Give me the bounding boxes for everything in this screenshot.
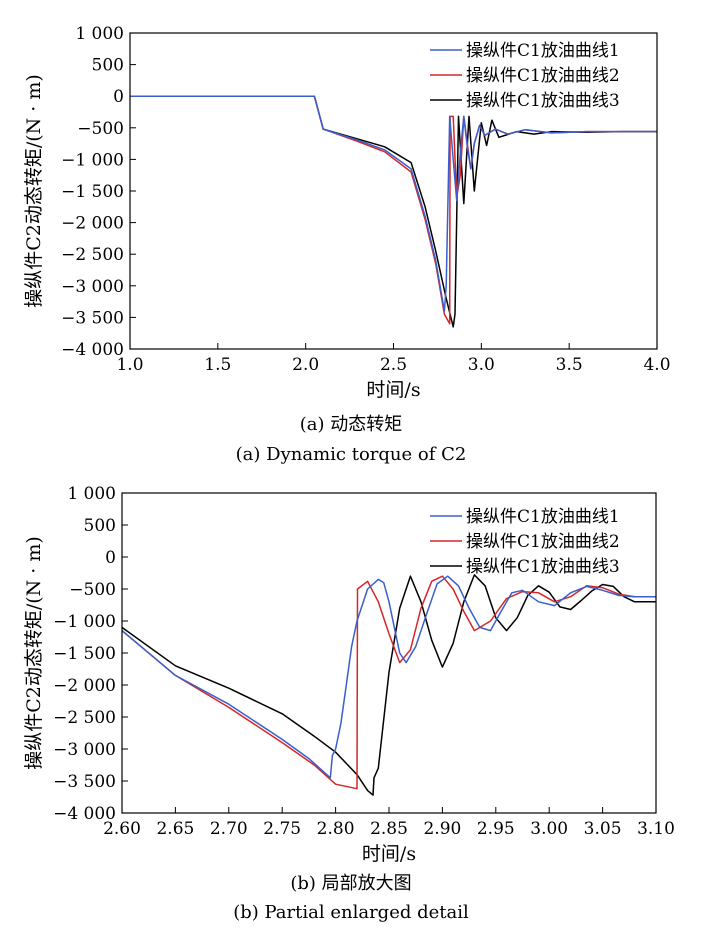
panel-a-y-axis-label: 操纵件C2动态转矩/(N · m) bbox=[23, 74, 45, 308]
panel-b-ytick-label: 1 000 bbox=[67, 484, 116, 504]
panel-a-ytick-label: −2 500 bbox=[61, 245, 124, 265]
panel-a-xtick-label: 4.0 bbox=[643, 355, 670, 375]
panel-b-ytick-label: −500 bbox=[69, 580, 116, 600]
panel-b-ytick-label: 500 bbox=[84, 516, 116, 536]
panel-a-xtick-label: 2.5 bbox=[380, 355, 407, 375]
panel-a-legend-label-3: 操纵件C1放油曲线3 bbox=[466, 91, 620, 111]
panel-a-ytick-label: −2 000 bbox=[61, 214, 124, 234]
panel-b-xtick-label: 2.60 bbox=[103, 819, 141, 839]
panel-b-yticks: 1 000 500 0 −500 −1 000 −1 500 −2 000 −2 500 −3 … bbox=[53, 484, 128, 824]
panel-b-ytick-label: −2 000 bbox=[53, 676, 116, 696]
panel-a-ytick-label: 500 bbox=[92, 56, 124, 76]
panel-a-yticks: 1 000 500 0 −500 −1 000 −1 500 −2 000 −2 500 −3 … bbox=[61, 24, 136, 360]
panel-a-ytick-label: −1 000 bbox=[61, 150, 124, 170]
panel-a-xticks: 1.0 1.5 2.0 2.5 3.0 3.5 4.0 bbox=[116, 343, 671, 375]
panel-b-legend-label-2: 操纵件C1放油曲线2 bbox=[466, 532, 620, 552]
panel-b-ytick-label: −3 500 bbox=[53, 772, 116, 792]
panel-b-ytick-label: −2 500 bbox=[53, 708, 116, 728]
panel-a-xtick-label: 1.0 bbox=[116, 355, 143, 375]
panel-b-xtick-label: 2.70 bbox=[210, 819, 248, 839]
panel-a-xtick-label: 3.5 bbox=[556, 355, 583, 375]
panel-b-xtick-label: 2.95 bbox=[477, 819, 515, 839]
panel-b-series-line-3 bbox=[122, 574, 656, 796]
panel-b-xtick-label: 3.10 bbox=[637, 819, 675, 839]
panel-a-caption-en: (a) Dynamic torque of C2 bbox=[236, 444, 467, 465]
panel-b-series bbox=[122, 574, 656, 796]
panel-a-xtick-label: 2.0 bbox=[292, 355, 319, 375]
panel-b-ytick-label: −1 000 bbox=[53, 612, 116, 632]
panel-b-ytick-label: −1 500 bbox=[53, 644, 116, 664]
panel-b-y-axis-label: 操纵件C2动态转矩/(N · m) bbox=[23, 536, 45, 770]
panel-a-caption-cn: (a) 动态转矩 bbox=[300, 414, 403, 435]
panel-a-series-line-3 bbox=[130, 95, 657, 328]
panel-b-legend: 操纵件C1放油曲线1 操纵件C1放油曲线2 操纵件C1放油曲线3 bbox=[430, 507, 620, 577]
panel-b-ytick-label: −3 000 bbox=[53, 740, 116, 760]
panel-b-caption-en: (b) Partial enlarged detail bbox=[233, 902, 469, 923]
panel-a-plot-frame bbox=[129, 32, 658, 350]
panel-a-ytick-label: −1 500 bbox=[61, 182, 124, 202]
panel-a-ytick-label: 1 000 bbox=[75, 24, 124, 44]
panel-b-plot-frame bbox=[121, 492, 657, 814]
panel-a-series bbox=[130, 95, 657, 328]
panel-b-series-line-1 bbox=[122, 575, 656, 779]
panel-b-xtick-label: 3.05 bbox=[584, 819, 622, 839]
panel-a-chart: 1 000 500 0 −500 −1 000 −1 500 −2 000 −2 500 −3 … bbox=[23, 24, 671, 465]
panel-b-caption-cn: (b) 局部放大图 bbox=[290, 873, 411, 894]
panel-b-xtick-label: 3.00 bbox=[530, 819, 568, 839]
panel-b-series-line-2 bbox=[122, 575, 656, 790]
panel-a-xtick-label: 1.5 bbox=[204, 355, 231, 375]
panel-b-xtick-label: 2.85 bbox=[370, 819, 408, 839]
panel-a-ytick-label: −500 bbox=[77, 119, 124, 139]
panel-a-legend: 操纵件C1放油曲线1 操纵件C1放油曲线2 操纵件C1放油曲线3 bbox=[430, 41, 620, 111]
panel-b-ytick-label: −4 000 bbox=[53, 804, 116, 824]
panel-b-legend-label-3: 操纵件C1放油曲线3 bbox=[466, 557, 620, 577]
panel-a-ytick-label: 0 bbox=[113, 87, 124, 107]
panel-b-legend-label-1: 操纵件C1放油曲线1 bbox=[466, 507, 620, 527]
panel-a-legend-label-1: 操纵件C1放油曲线1 bbox=[466, 41, 620, 61]
panel-b-ytick-label: 0 bbox=[105, 548, 116, 568]
panel-b-x-axis-label: 时间/s bbox=[362, 843, 416, 865]
panel-a-legend-label-2: 操纵件C1放油曲线2 bbox=[466, 66, 620, 86]
panel-b-xtick-label: 2.80 bbox=[317, 819, 355, 839]
panel-a-ytick-label: −3 500 bbox=[61, 308, 124, 328]
panel-a-series-line-1 bbox=[130, 95, 657, 312]
panel-a-ytick-label: −4 000 bbox=[61, 340, 124, 360]
panel-b-xtick-label: 2.75 bbox=[263, 819, 301, 839]
panel-b-xticks: 2.60 2.65 2.70 2.75 2.80 2.85 2.90 2.95 3.00 3.05… bbox=[103, 807, 675, 839]
panel-b-chart: 1 000 500 0 −500 −1 000 −1 500 −2 000 −2 500 −3 … bbox=[23, 484, 675, 923]
panel-b-xtick-label: 2.90 bbox=[423, 819, 461, 839]
panel-b-xtick-label: 2.65 bbox=[156, 819, 194, 839]
panel-a-xtick-label: 3.0 bbox=[468, 355, 495, 375]
panel-a-x-axis-label: 时间/s bbox=[366, 379, 420, 401]
panel-a-series-line-2 bbox=[130, 95, 657, 325]
panel-a-ytick-label: −3 000 bbox=[61, 277, 124, 297]
